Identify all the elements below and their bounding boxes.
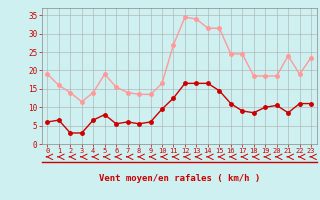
X-axis label: Vent moyen/en rafales ( km/h ): Vent moyen/en rafales ( km/h ) — [99, 174, 260, 183]
